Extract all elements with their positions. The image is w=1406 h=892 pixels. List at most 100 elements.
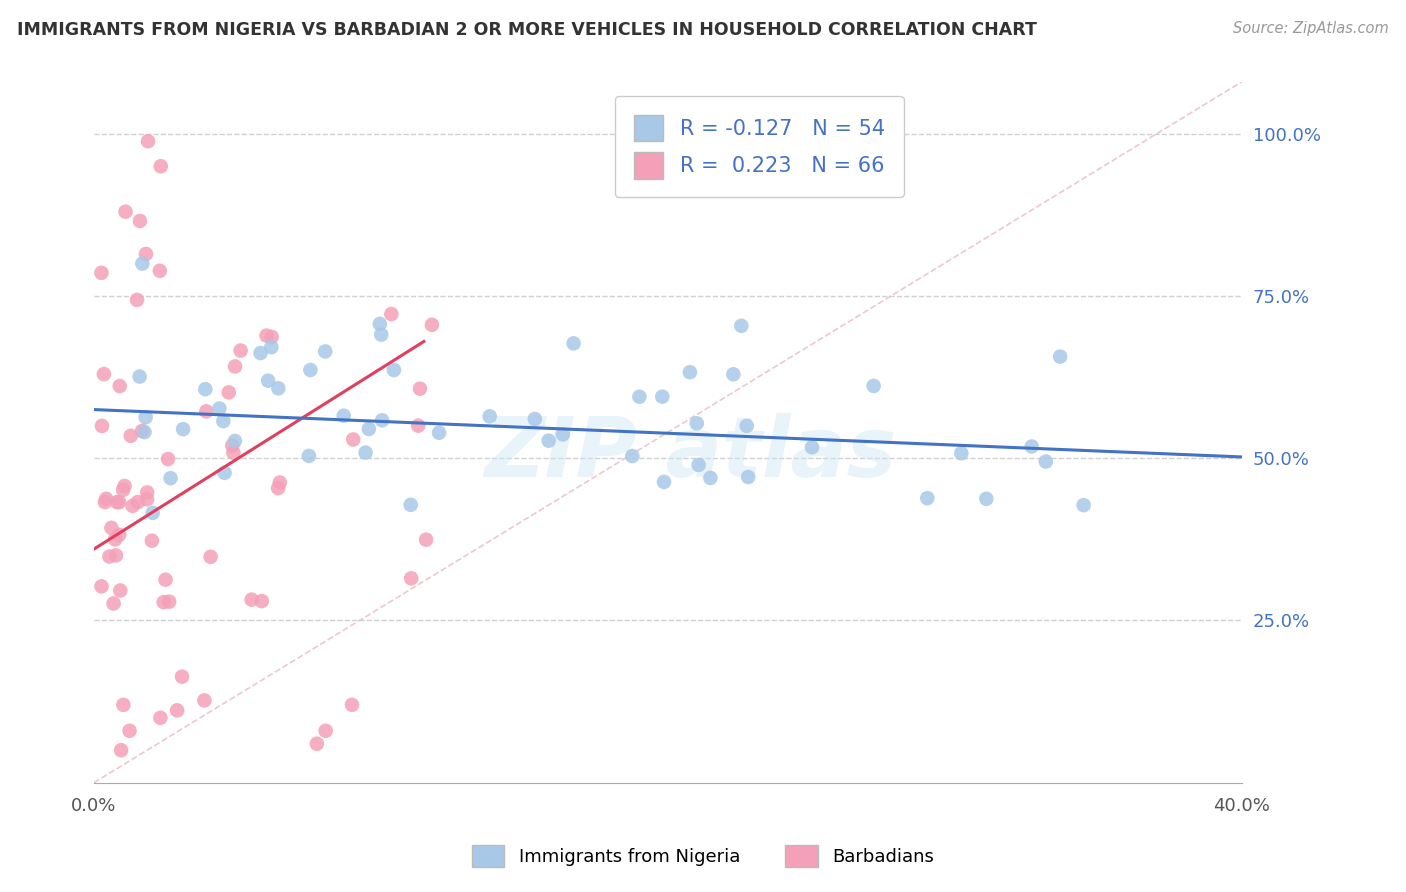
Point <box>193 693 215 707</box>
Point <box>260 340 283 354</box>
Text: Source: ZipAtlas.com: Source: ZipAtlas.com <box>1233 21 1389 37</box>
Point <box>108 495 131 509</box>
Point <box>298 449 321 463</box>
Point <box>166 703 188 717</box>
Point <box>370 327 392 342</box>
Point <box>305 737 328 751</box>
Point <box>128 369 150 384</box>
Point <box>110 743 132 757</box>
Point <box>420 318 443 332</box>
Point <box>399 498 422 512</box>
Point <box>1049 350 1071 364</box>
Point <box>105 495 128 509</box>
Point <box>135 247 157 261</box>
Point <box>141 533 163 548</box>
Point <box>332 409 354 423</box>
Point <box>735 418 758 433</box>
Point <box>224 434 246 448</box>
Point <box>155 573 177 587</box>
Point <box>129 214 152 228</box>
Point <box>628 390 651 404</box>
Point <box>100 521 122 535</box>
Point <box>240 592 263 607</box>
Point <box>686 417 709 431</box>
Point <box>110 583 132 598</box>
Point <box>340 698 363 712</box>
Point <box>651 390 673 404</box>
Point <box>98 549 121 564</box>
Point <box>862 379 884 393</box>
Point <box>260 330 283 344</box>
Point <box>229 343 252 358</box>
Point <box>157 595 180 609</box>
Point <box>427 425 450 440</box>
Point <box>152 595 174 609</box>
Point <box>250 594 273 608</box>
Point <box>1073 498 1095 512</box>
Point <box>136 485 159 500</box>
Text: IMMIGRANTS FROM NIGERIA VS BARBADIAN 2 OR MORE VEHICLES IN HOUSEHOLD CORRELATION: IMMIGRANTS FROM NIGERIA VS BARBADIAN 2 O… <box>17 21 1036 39</box>
Point <box>108 379 131 393</box>
Point <box>551 427 574 442</box>
Point <box>354 445 377 459</box>
Point <box>221 438 243 452</box>
Legend: Immigrants from Nigeria, Barbadians: Immigrants from Nigeria, Barbadians <box>463 836 943 876</box>
Point <box>399 571 422 585</box>
Point <box>195 404 218 418</box>
Point <box>315 723 337 738</box>
Point <box>409 382 432 396</box>
Point <box>114 479 136 493</box>
Point <box>299 363 322 377</box>
Point <box>142 506 165 520</box>
Point <box>976 491 998 506</box>
Point <box>652 475 675 489</box>
Point <box>208 401 231 416</box>
Point <box>621 449 644 463</box>
Point <box>523 412 546 426</box>
Point <box>224 359 246 374</box>
Point <box>917 491 939 505</box>
Point <box>112 483 135 497</box>
Point <box>131 256 153 270</box>
Point <box>134 425 156 439</box>
Point <box>368 317 391 331</box>
Point <box>801 440 824 454</box>
Point <box>342 433 364 447</box>
Text: ZIP atlas: ZIP atlas <box>485 413 897 494</box>
Point <box>562 336 585 351</box>
Point <box>118 723 141 738</box>
Point <box>1021 440 1043 454</box>
Point <box>950 446 973 460</box>
Point <box>94 495 117 509</box>
Point <box>135 410 157 425</box>
Point <box>688 458 710 472</box>
Point <box>170 670 193 684</box>
Point <box>214 466 236 480</box>
Point <box>382 363 405 377</box>
Point <box>200 549 222 564</box>
Point <box>314 344 336 359</box>
Point <box>269 475 291 490</box>
Point <box>149 711 172 725</box>
Point <box>267 481 290 495</box>
Point <box>104 533 127 547</box>
Point <box>371 413 394 427</box>
Point <box>737 470 759 484</box>
Point <box>91 419 114 434</box>
Point <box>256 328 278 343</box>
Point <box>218 385 240 400</box>
Point <box>212 414 235 428</box>
Point <box>730 318 752 333</box>
Point <box>104 549 127 563</box>
Point <box>159 471 181 485</box>
Point <box>108 528 131 542</box>
Point <box>406 418 429 433</box>
Legend: R = -0.127   N = 54, R =  0.223   N = 66: R = -0.127 N = 54, R = 0.223 N = 66 <box>614 95 904 197</box>
Point <box>96 491 118 506</box>
Point <box>103 597 125 611</box>
Point <box>723 368 745 382</box>
Point <box>157 452 180 467</box>
Point <box>131 424 153 438</box>
Point <box>120 429 142 443</box>
Point <box>149 159 172 173</box>
